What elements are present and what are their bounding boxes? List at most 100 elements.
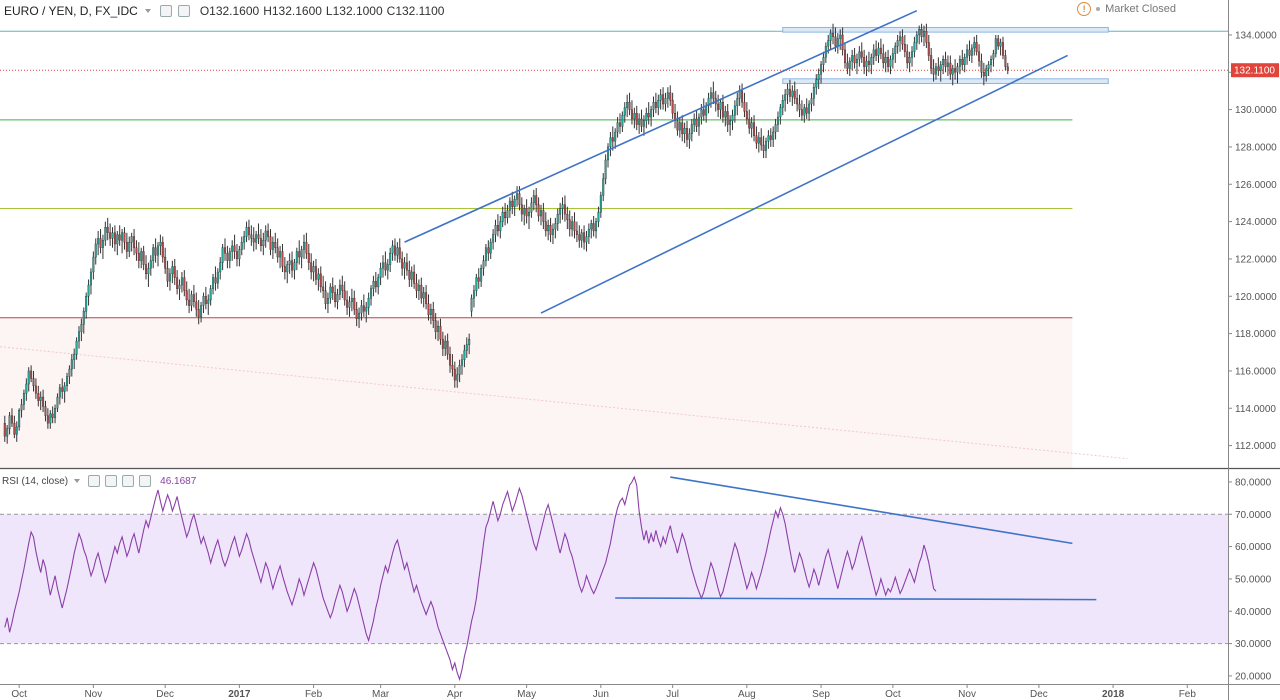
candle-body[interactable] bbox=[75, 340, 78, 355]
candle-body[interactable] bbox=[934, 66, 937, 75]
candle-body[interactable] bbox=[25, 383, 28, 394]
candle-body[interactable] bbox=[592, 223, 595, 232]
candle-body[interactable] bbox=[671, 100, 674, 114]
channel-trendline[interactable] bbox=[540, 54, 1068, 314]
candle-body[interactable] bbox=[903, 44, 906, 52]
candle-body[interactable] bbox=[999, 42, 1002, 47]
candle-body[interactable] bbox=[403, 262, 406, 269]
candle-body[interactable] bbox=[812, 87, 815, 99]
candle-body[interactable] bbox=[348, 301, 351, 308]
settings-icon[interactable] bbox=[105, 475, 118, 487]
candle-body[interactable] bbox=[733, 105, 736, 116]
visibility-icon[interactable] bbox=[88, 475, 101, 487]
candle-body[interactable] bbox=[516, 193, 519, 200]
candle-body[interactable] bbox=[429, 309, 432, 316]
candle-body[interactable] bbox=[896, 40, 899, 47]
candle-body[interactable] bbox=[942, 59, 945, 65]
candle-body[interactable] bbox=[946, 62, 949, 67]
candle-body[interactable] bbox=[180, 277, 183, 286]
candle-body[interactable] bbox=[980, 60, 983, 73]
candle-body[interactable] bbox=[542, 210, 545, 222]
candle-body[interactable] bbox=[61, 387, 64, 392]
candle-body[interactable] bbox=[434, 320, 437, 332]
candle-body[interactable] bbox=[42, 396, 45, 407]
candle-body[interactable] bbox=[544, 221, 547, 232]
candle-body[interactable] bbox=[705, 105, 708, 116]
candle-body[interactable] bbox=[219, 262, 222, 273]
candle-body[interactable] bbox=[358, 312, 361, 319]
candle-body[interactable] bbox=[614, 131, 617, 142]
candle-body[interactable] bbox=[331, 286, 334, 293]
candle-body[interactable] bbox=[245, 227, 248, 237]
candle-body[interactable] bbox=[73, 353, 76, 360]
candle-body[interactable] bbox=[609, 137, 612, 148]
candle-body[interactable] bbox=[836, 38, 839, 47]
candle-body[interactable] bbox=[10, 415, 13, 424]
candle-body[interactable] bbox=[384, 262, 387, 271]
candle-body[interactable] bbox=[39, 396, 42, 401]
candle-body[interactable] bbox=[288, 260, 291, 265]
candle-body[interactable] bbox=[8, 415, 11, 429]
candle-body[interactable] bbox=[307, 253, 310, 263]
candle-body[interactable] bbox=[233, 245, 236, 252]
candle-body[interactable] bbox=[101, 240, 104, 248]
candle-body[interactable] bbox=[168, 273, 171, 282]
candle-body[interactable] bbox=[563, 204, 566, 215]
candle-body[interactable] bbox=[767, 135, 770, 142]
candle-body[interactable] bbox=[743, 101, 746, 112]
candle-body[interactable] bbox=[769, 135, 772, 140]
candle-body[interactable] bbox=[343, 290, 346, 301]
candle-body[interactable] bbox=[800, 109, 803, 116]
candle-body[interactable] bbox=[121, 232, 124, 241]
candle-body[interactable] bbox=[925, 31, 928, 43]
candle-body[interactable] bbox=[532, 195, 535, 204]
candle-body[interactable] bbox=[475, 277, 478, 291]
candle-body[interactable] bbox=[185, 290, 188, 301]
candle-body[interactable] bbox=[410, 271, 413, 280]
candle-body[interactable] bbox=[489, 241, 492, 254]
candle-body[interactable] bbox=[501, 212, 504, 222]
candle-body[interactable] bbox=[618, 122, 621, 127]
candle-body[interactable] bbox=[776, 116, 779, 125]
candle-body[interactable] bbox=[341, 284, 344, 291]
candle-body[interactable] bbox=[365, 307, 368, 312]
candle-body[interactable] bbox=[872, 49, 875, 58]
candle-body[interactable] bbox=[647, 113, 650, 118]
candle-body[interactable] bbox=[580, 232, 583, 241]
candle-body[interactable] bbox=[78, 331, 80, 342]
candle-body[interactable] bbox=[757, 137, 760, 144]
candle-body[interactable] bbox=[446, 340, 449, 355]
settings-icon[interactable] bbox=[177, 5, 190, 17]
candle-body[interactable] bbox=[870, 57, 873, 65]
candle-body[interactable] bbox=[106, 227, 109, 233]
candle-body[interactable] bbox=[595, 221, 598, 232]
zone-rect[interactable] bbox=[782, 78, 1109, 84]
candle-body[interactable] bbox=[437, 325, 440, 332]
candle-body[interactable] bbox=[688, 133, 691, 140]
candle-body[interactable] bbox=[224, 247, 227, 254]
candle-body[interactable] bbox=[133, 236, 136, 248]
candle-body[interactable] bbox=[360, 305, 363, 314]
candle-body[interactable] bbox=[889, 59, 892, 67]
candle-body[interactable] bbox=[693, 118, 696, 125]
candle-body[interactable] bbox=[15, 426, 18, 435]
candle-body[interactable] bbox=[362, 305, 365, 312]
candle-body[interactable] bbox=[140, 251, 143, 261]
candle-body[interactable] bbox=[513, 199, 516, 207]
candle-body[interactable] bbox=[506, 210, 509, 219]
chevron-down-icon[interactable] bbox=[144, 9, 151, 13]
candle-body[interactable] bbox=[470, 297, 473, 312]
candle-body[interactable] bbox=[642, 120, 645, 127]
candle-body[interactable] bbox=[353, 297, 356, 310]
candle-body[interactable] bbox=[484, 247, 487, 261]
candle-body[interactable] bbox=[669, 92, 672, 101]
candle-body[interactable] bbox=[973, 42, 976, 49]
candle-body[interactable] bbox=[712, 92, 715, 99]
candle-body[interactable] bbox=[329, 286, 332, 299]
candle-body[interactable] bbox=[961, 59, 964, 65]
candle-body[interactable] bbox=[188, 299, 191, 306]
candle-body[interactable] bbox=[463, 350, 466, 360]
candle-body[interactable] bbox=[46, 415, 49, 424]
candle-body[interactable] bbox=[891, 53, 894, 60]
